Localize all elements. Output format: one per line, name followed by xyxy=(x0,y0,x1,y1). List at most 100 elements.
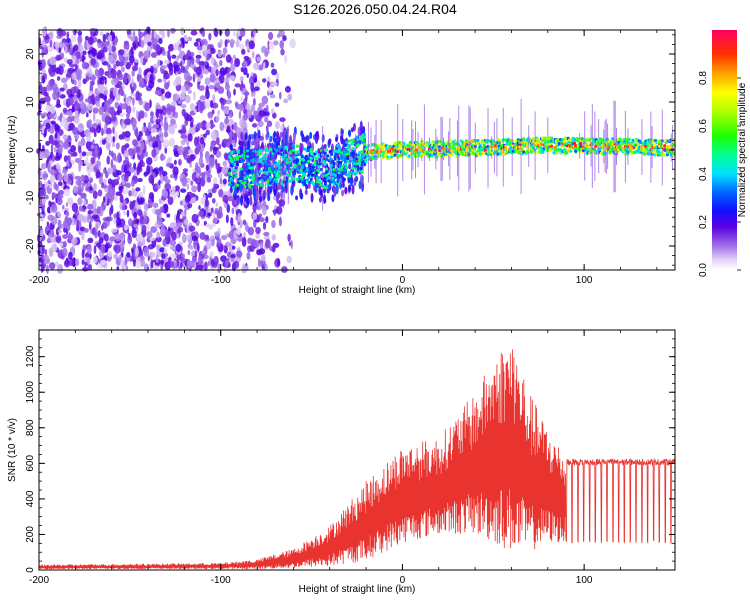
spectrogram-noise-cell xyxy=(227,89,231,100)
spectrogram-noise-cell xyxy=(198,49,202,55)
spectrogram-noise-cell xyxy=(158,179,161,186)
spectrogram-noise-cell xyxy=(77,30,83,36)
spectrogram-noise-cell xyxy=(76,54,80,59)
spectrogram-noise-cell xyxy=(201,44,207,52)
spectrogram-noise-cell xyxy=(268,31,274,41)
spectrogram-transition-cell xyxy=(240,144,244,152)
spectrogram-noise-cell xyxy=(84,98,91,103)
spectrogram-noise-cell xyxy=(140,55,144,65)
spectrogram-noise-cell xyxy=(265,104,269,113)
spectrogram-noise-cell xyxy=(241,236,247,247)
spectrogram-noise-cell xyxy=(87,36,95,46)
spectrogram-transition-cell xyxy=(307,182,311,190)
spectrogram-noise-cell xyxy=(57,219,62,229)
spectrogram-ridge-cell xyxy=(247,169,251,173)
spectrogram-noise-cell xyxy=(161,88,165,95)
spectrogram-noise-cell xyxy=(130,46,134,56)
spectrogram-noise-cell xyxy=(195,101,203,106)
spectrogram-transition-cell xyxy=(309,131,313,140)
spectrogram-noise-cell xyxy=(223,78,230,83)
spectrogram-noise-cell xyxy=(50,120,56,125)
spectrogram-noise-cell xyxy=(51,154,56,162)
spectrogram-noise-cell xyxy=(106,133,113,144)
spectrogram-noise-cell xyxy=(128,190,133,197)
spectrogram-noise-cell xyxy=(133,211,138,219)
spectrogram-noise-cell xyxy=(210,56,215,66)
spectrogram-noise-cell xyxy=(61,168,68,175)
spectrogram-noise-cell xyxy=(173,174,178,179)
spectrogram-noise-cell xyxy=(49,183,52,189)
spectrogram-ridge-cell xyxy=(229,157,233,161)
spectrogram-ridge-cell xyxy=(508,142,512,147)
spectrogram-noise-cell xyxy=(150,251,156,258)
spectrogram-noise-cell xyxy=(54,261,59,267)
spectrogram-noise-cell xyxy=(170,101,177,107)
spectrogram-noise-cell xyxy=(174,185,180,192)
spectrogram-noise-cell xyxy=(67,197,74,205)
spectrogram-noise-cell xyxy=(143,50,150,60)
spectrogram-noise-cell xyxy=(92,190,98,200)
spectrogram-noise-cell xyxy=(220,98,227,105)
spectrogram-noise-cell xyxy=(113,63,117,70)
spectrogram-noise-cell xyxy=(77,122,85,133)
spectrogram-noise-cell xyxy=(197,255,203,266)
spectrogram-noise-cell xyxy=(66,31,70,39)
spectrogram-noise-cell xyxy=(214,210,220,215)
spectrogram-noise-cell xyxy=(76,225,80,232)
spectrogram-noise-cell xyxy=(157,58,160,68)
spectrogram-noise-cell xyxy=(101,61,109,66)
spectrogram-noise-cell xyxy=(41,112,49,117)
spectrogram-noise-cell xyxy=(180,211,185,216)
spectrogram-noise-cell xyxy=(52,91,59,101)
spectrogram-ridge-cell xyxy=(322,160,326,164)
spectrogram-noise-cell xyxy=(131,187,135,197)
spectrogram-noise-cell xyxy=(98,93,104,99)
spectrogram-noise-cell xyxy=(167,156,172,163)
spectrogram-noise-cell xyxy=(123,174,129,183)
spectrogram-noise-cell xyxy=(261,95,269,105)
spectrogram-ridge-cell xyxy=(562,143,566,147)
spectrogram-noise-cell xyxy=(221,166,229,175)
spectrogram-ridge-cell xyxy=(298,162,302,166)
spectrogram-ridge-cell xyxy=(246,154,250,159)
spectrogram-ridge-cell xyxy=(656,152,661,156)
spectrogram-noise-cell xyxy=(226,72,231,79)
spectrogram-noise-cell xyxy=(159,247,165,253)
spectrogram-ridge-cell xyxy=(336,179,340,183)
spectrogram-noise-cell xyxy=(266,81,270,88)
spectrogram-noise-cell xyxy=(208,32,212,41)
spectrogram-noise-cell xyxy=(85,75,89,82)
spectrogram-ridge-cell xyxy=(284,158,288,162)
spectrogram-noise-cell xyxy=(195,54,202,59)
spectrogram-noise-cell xyxy=(129,55,135,64)
spectrogram-noise-cell xyxy=(115,35,118,45)
spectrogram-y-tick-label: -10 xyxy=(25,190,36,205)
spectrogram-noise-cell xyxy=(185,37,188,42)
spectrogram-noise-cell xyxy=(40,263,45,273)
spectrogram-noise-cell xyxy=(259,240,264,250)
spectrogram-noise-cell xyxy=(84,36,89,41)
spectrogram-noise-cell xyxy=(156,134,160,143)
spectrogram-noise-cell xyxy=(197,182,202,193)
spectrogram-ridge-cell xyxy=(284,153,288,158)
spectrogram-transition-cell xyxy=(323,194,327,204)
spectrogram-transition-cell xyxy=(300,192,304,200)
spectrogram-noise-cell xyxy=(265,216,269,224)
spectrogram-noise-cell xyxy=(219,39,224,45)
spectrogram-noise-cell xyxy=(253,110,259,120)
snr-y-tick-label: 800 xyxy=(25,419,36,436)
spectrogram-ridge-cell xyxy=(300,175,304,179)
spectrogram-noise-cell xyxy=(73,185,78,194)
spectrogram-noise-cell xyxy=(217,172,223,179)
spectrogram-noise-cell xyxy=(152,202,159,208)
spectrogram-ridge-cell xyxy=(338,164,343,168)
spectrogram-noise-cell xyxy=(225,99,233,105)
spectrogram-ridge-cell xyxy=(307,148,311,152)
spectrogram-noise-cell xyxy=(78,145,82,154)
spectrogram-noise-cell xyxy=(213,257,218,263)
spectrogram-ridge-cell xyxy=(276,175,280,180)
spectrogram-noise-cell xyxy=(186,259,192,269)
spectrogram-noise-cell xyxy=(54,125,61,131)
spectrogram-noise-cell xyxy=(43,254,50,265)
spectrogram-noise-cell xyxy=(89,126,96,133)
